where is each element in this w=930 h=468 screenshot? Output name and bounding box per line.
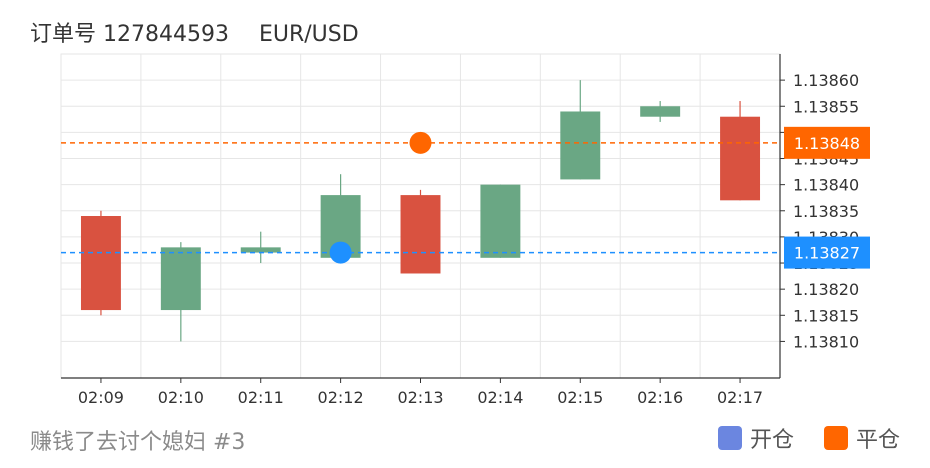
order-number: 订单号 127844593: [30, 22, 229, 47]
candle-body: [560, 111, 601, 180]
legend-item-close[interactable]: 平仓: [823, 422, 900, 454]
y-tick-label: 1.13820: [793, 280, 859, 299]
candle-body: [640, 106, 681, 117]
y-tick-label: 1.13860: [793, 71, 859, 90]
price-tag-label: 1.13848: [794, 134, 860, 153]
x-tick-label: 02:11: [238, 388, 284, 407]
candle-body: [720, 116, 761, 201]
legend-item-open[interactable]: 开仓: [717, 422, 794, 454]
currency-pair: EUR/USD: [258, 22, 359, 47]
x-tick-label: 02:12: [318, 388, 364, 407]
x-tick-label: 02:13: [397, 388, 443, 407]
x-tick-label: 02:10: [158, 388, 204, 407]
chart-header: 订单号 127844593 EUR/USD: [30, 16, 359, 48]
x-tick-label: 02:09: [78, 388, 124, 407]
x-tick-label: 02:15: [557, 388, 603, 407]
price-tag: [784, 126, 870, 159]
trade-marker: [329, 241, 352, 264]
chart-caption: 赚钱了去讨个媳妇 #3: [30, 430, 246, 455]
y-tick-label: 1.13840: [793, 176, 859, 195]
price-tag-label: 1.13827: [794, 244, 860, 263]
candle-body: [400, 195, 441, 274]
legend-label-open: 开仓: [749, 428, 794, 453]
y-tick-label: 1.13835: [793, 202, 859, 221]
legend-label-close: 平仓: [855, 428, 900, 453]
x-tick-label: 02:16: [637, 388, 683, 407]
trade-marker: [409, 131, 432, 154]
candle-body: [480, 184, 521, 258]
y-tick-label: 1.13855: [793, 97, 859, 116]
price-tag: [784, 236, 870, 269]
x-tick-label: 02:17: [717, 388, 763, 407]
legend-swatch-open: [717, 426, 742, 450]
y-tick-label: 1.13815: [793, 306, 859, 325]
candle-body: [80, 216, 121, 311]
y-tick-label: 1.13810: [793, 332, 859, 351]
legend-swatch-close: [823, 426, 848, 450]
candle-body: [160, 247, 201, 311]
x-tick-label: 02:14: [477, 388, 523, 407]
chart-legend: 开仓 平仓: [717, 422, 900, 454]
candle-body: [240, 247, 281, 253]
